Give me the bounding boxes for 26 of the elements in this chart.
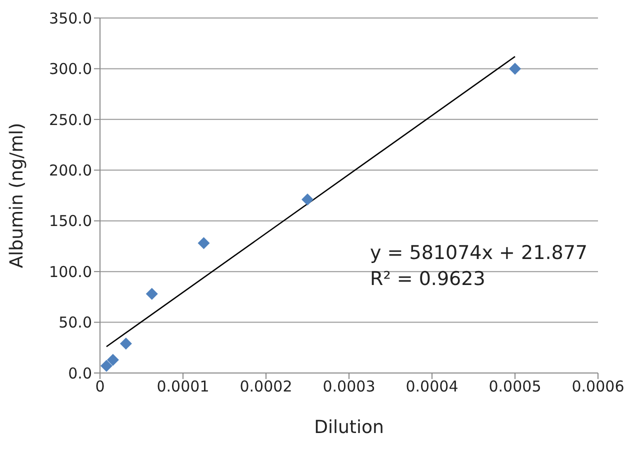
- x-axis-title: Dilution: [314, 417, 384, 438]
- x-tick-label: 0: [95, 378, 105, 396]
- point: [100, 360, 112, 372]
- point: [106, 354, 119, 366]
- point: [146, 288, 158, 300]
- y-tick-label: 200.0: [49, 161, 92, 180]
- x-tick-label: 0.0003: [322, 378, 376, 396]
- y-tick-label: 150.0: [49, 212, 92, 230]
- point: [302, 194, 314, 206]
- y-tick-label: 350.0: [49, 9, 92, 28]
- annotation: y = 581074x + 21.877: [370, 241, 588, 266]
- point: [120, 338, 132, 350]
- y-tick-label: 100.0: [49, 262, 92, 281]
- x-tick-label: 0.0006: [572, 378, 624, 396]
- y-tick-label: 300.0: [49, 60, 92, 78]
- y-tick-label: 50.0: [58, 314, 92, 332]
- annotation: R² = 0.9623: [370, 267, 486, 292]
- y-axis-title: Albumin (ng/ml): [6, 122, 28, 268]
- y-tick-label: 0.0: [68, 364, 92, 382]
- x-tick-label: 0.0005: [488, 378, 542, 396]
- point: [509, 62, 521, 75]
- x-tick-label: 0.0002: [240, 378, 292, 396]
- y-tick-label: 250.0: [49, 110, 92, 129]
- x-tick-label: 0.0001: [156, 378, 210, 396]
- point: [198, 237, 210, 250]
- x-tick-label: 0.0004: [406, 378, 458, 396]
